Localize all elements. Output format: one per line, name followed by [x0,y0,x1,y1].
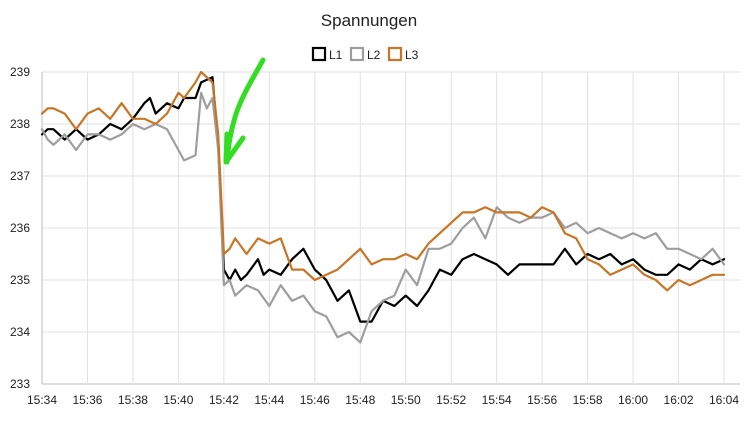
legend-item-l3[interactable]: L3 [387,46,419,62]
x-tick-label: 16:00 [618,393,648,407]
x-tick-label: 15:50 [391,393,421,407]
x-tick-label: 15:48 [345,393,375,407]
y-tick-label: 236 [10,221,30,235]
x-tick-label: 15:38 [118,393,148,407]
chart-title: Spannungen [321,11,417,30]
x-tick-label: 15:40 [163,393,193,407]
legend-label: L1 [329,48,343,62]
x-tick-label: 16:02 [664,393,694,407]
legend-item-l2[interactable]: L2 [349,46,381,62]
legend-swatch [387,46,403,62]
x-tick-label: 15:52 [436,393,466,407]
grid [41,71,740,385]
x-tick-label: 15:56 [527,393,557,407]
legend: L1 L2 L3 [311,46,419,62]
legend-label: L3 [405,48,419,62]
y-axis: 233 234 235 236 237 238 239 [10,65,30,391]
series-line-l1 [40,76,726,323]
x-tick-label: 16:04 [709,393,739,407]
x-tick-label: 15:44 [254,393,284,407]
y-tick-label: 233 [10,377,30,391]
x-tick-label: 15:36 [72,393,102,407]
x-tick-label: 15:42 [209,393,239,407]
annotation-arrow [223,57,266,165]
legend-item-l1[interactable]: L1 [311,46,343,62]
x-axis: 15:34 15:36 15:38 15:40 15:42 15:44 15:46 15:48… [27,393,739,407]
series-line-l3 [40,70,726,292]
y-tick-label: 237 [10,169,30,183]
x-tick-label: 15:58 [573,393,603,407]
x-tick-label: 15:54 [482,393,512,407]
series-lines [40,70,726,344]
y-tick-label: 238 [10,117,30,131]
arrow-shaft [224,57,266,165]
y-tick-label: 235 [10,273,30,287]
x-tick-label: 15:46 [300,393,330,407]
series-line-l2 [40,91,726,344]
arrow-head [223,131,246,165]
x-tick-label: 15:34 [27,393,57,407]
legend-label: L2 [367,48,381,62]
legend-swatch [311,46,327,62]
y-tick-label: 239 [10,65,30,79]
legend-swatch [349,46,365,62]
y-tick-label: 234 [10,325,30,339]
